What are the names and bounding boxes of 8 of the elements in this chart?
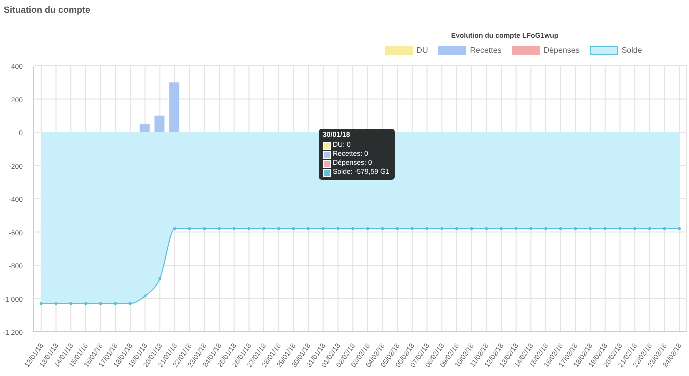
chart-title: Situation du compte bbox=[4, 5, 90, 15]
bar bbox=[154, 116, 165, 132]
legend-label: Solde bbox=[622, 46, 642, 55]
legend-label: DU bbox=[416, 46, 428, 55]
legend-label: Recettes bbox=[470, 46, 502, 55]
legend-label: Dépenses bbox=[544, 46, 580, 55]
bar bbox=[140, 124, 150, 132]
bar bbox=[170, 82, 180, 132]
